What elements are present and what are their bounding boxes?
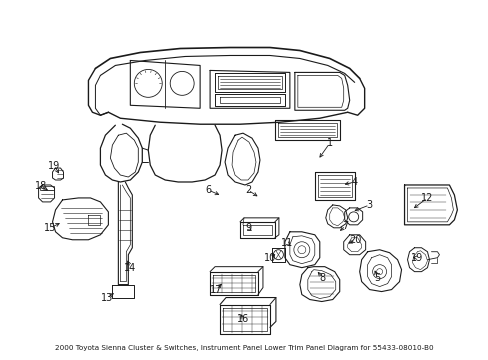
Text: 12: 12 bbox=[421, 193, 433, 203]
Text: 2000 Toyota Sienna Cluster & Switches, Instrument Panel Lower Trim Panel Diagram: 2000 Toyota Sienna Cluster & Switches, I… bbox=[55, 345, 433, 351]
Text: 11: 11 bbox=[280, 238, 292, 248]
Text: 14: 14 bbox=[124, 263, 136, 273]
Text: 13: 13 bbox=[101, 293, 113, 302]
Text: 9: 9 bbox=[244, 223, 250, 233]
Text: 3: 3 bbox=[366, 200, 372, 210]
Text: 16: 16 bbox=[236, 314, 248, 324]
Text: 5: 5 bbox=[374, 273, 380, 283]
Text: 2: 2 bbox=[244, 185, 251, 195]
Text: 18: 18 bbox=[34, 181, 47, 191]
Text: 19: 19 bbox=[48, 161, 61, 171]
Text: 8: 8 bbox=[319, 273, 325, 283]
Text: 19: 19 bbox=[410, 253, 423, 263]
Text: 6: 6 bbox=[204, 185, 211, 195]
Bar bbox=[40, 186, 53, 190]
Text: 17: 17 bbox=[209, 284, 222, 294]
Text: 10: 10 bbox=[263, 253, 276, 263]
Text: 1: 1 bbox=[326, 138, 332, 148]
Text: 7: 7 bbox=[342, 221, 348, 231]
Text: 20: 20 bbox=[349, 235, 361, 245]
Text: 4: 4 bbox=[351, 177, 357, 187]
Text: 15: 15 bbox=[44, 223, 57, 233]
